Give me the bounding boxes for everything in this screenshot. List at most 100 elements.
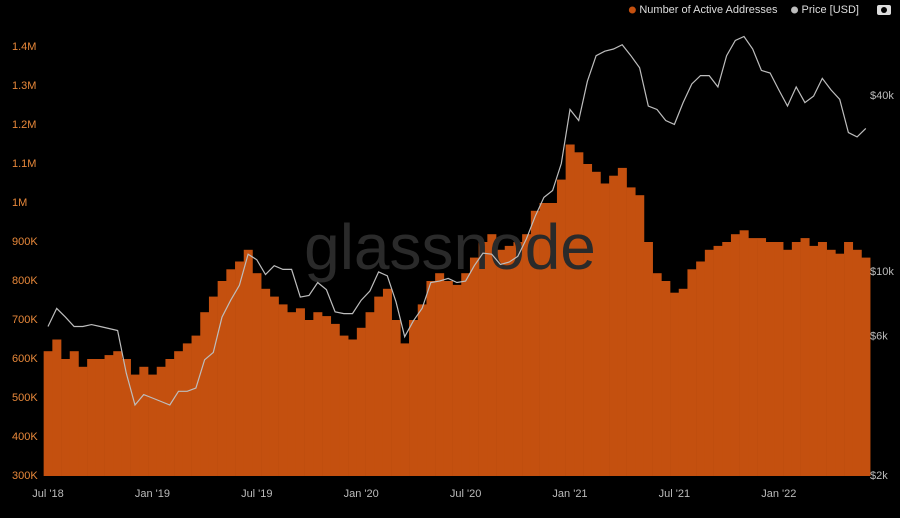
bar — [426, 281, 436, 476]
bar — [417, 304, 427, 476]
bar — [643, 242, 653, 476]
bar — [313, 312, 323, 476]
bar — [591, 171, 601, 477]
bar — [687, 269, 697, 476]
bar — [148, 374, 158, 476]
bar — [365, 312, 375, 476]
bar — [583, 164, 593, 476]
bar — [696, 261, 706, 476]
bar — [765, 242, 775, 476]
bar — [617, 167, 627, 476]
bar — [652, 273, 662, 476]
bar — [252, 273, 262, 476]
legend-label: Price [USD] — [802, 4, 859, 16]
y-tick-label: 400K — [12, 431, 38, 443]
bar — [826, 249, 836, 476]
bar — [287, 312, 297, 476]
bar — [43, 351, 53, 476]
bar — [522, 234, 532, 476]
bar — [730, 234, 740, 476]
bar — [113, 351, 123, 476]
bar — [139, 366, 149, 476]
camera-icon[interactable] — [877, 5, 891, 15]
bar — [469, 257, 479, 476]
bar — [513, 242, 523, 476]
bar — [295, 308, 305, 476]
bar — [539, 203, 549, 476]
bar — [104, 355, 114, 476]
bar — [87, 359, 97, 476]
bar — [348, 339, 358, 476]
y-tick-label: 1.2M — [12, 119, 36, 131]
y-tick-label: 800K — [12, 275, 38, 287]
bar — [713, 245, 723, 476]
bar — [574, 152, 584, 477]
bar — [217, 281, 227, 476]
bar — [382, 288, 392, 476]
bar — [78, 366, 88, 476]
bar — [783, 249, 793, 476]
bar — [191, 335, 201, 476]
bar — [774, 242, 784, 476]
y-tick-label: 1M — [12, 197, 27, 209]
bar — [565, 144, 575, 476]
bar — [635, 195, 645, 476]
bar — [339, 335, 349, 476]
bar — [261, 288, 271, 476]
bar — [452, 284, 462, 476]
bar — [661, 281, 671, 476]
bar — [374, 296, 384, 476]
y-tick-label: 1.3M — [12, 80, 36, 92]
bar — [852, 249, 862, 476]
y2-tick-label: $2k — [870, 470, 888, 482]
bar — [200, 312, 210, 476]
bar — [556, 179, 566, 476]
bar — [817, 242, 827, 476]
y-tick-label: 900K — [12, 236, 38, 248]
bar — [208, 296, 218, 476]
legend-swatch — [628, 6, 636, 14]
bar — [174, 351, 184, 476]
bar — [835, 253, 845, 476]
bar — [670, 292, 680, 476]
bar — [165, 359, 175, 476]
bar — [704, 249, 714, 476]
y2-tick-label: $10k — [870, 266, 894, 278]
legend-label: Number of Active Addresses — [639, 4, 778, 16]
bar — [757, 238, 767, 476]
bar — [243, 249, 253, 476]
bar — [235, 261, 245, 476]
bar — [443, 281, 453, 476]
bar — [330, 323, 340, 476]
bar — [478, 242, 488, 476]
bars — [43, 144, 871, 477]
bar — [182, 343, 192, 476]
x-tick-label: Jan '20 — [344, 488, 379, 500]
bar — [391, 320, 401, 476]
bar — [600, 183, 610, 476]
bar — [269, 296, 279, 476]
y-tick-label: 300K — [12, 470, 38, 482]
x-tick-label: Jul '21 — [659, 488, 690, 500]
legend-swatch — [791, 6, 799, 14]
x-tick-label: Jan '19 — [135, 488, 170, 500]
bar — [130, 374, 140, 476]
bar — [504, 245, 514, 476]
bar — [487, 234, 497, 476]
bar — [791, 242, 801, 476]
price-line — [47, 35, 867, 407]
bar — [844, 242, 854, 476]
y-tick-label: 1.1M — [12, 158, 36, 170]
camera-lens[interactable] — [881, 7, 887, 13]
x-tick-label: Jan '21 — [552, 488, 587, 500]
bar — [400, 343, 410, 476]
bar — [626, 187, 636, 476]
bar — [609, 175, 619, 476]
bar — [95, 359, 105, 476]
y-tick-label: 600K — [12, 353, 38, 365]
bar — [548, 203, 558, 476]
y2-tick-label: $6k — [870, 331, 888, 343]
bar — [61, 359, 71, 476]
bar — [322, 316, 332, 476]
bar — [678, 288, 688, 476]
